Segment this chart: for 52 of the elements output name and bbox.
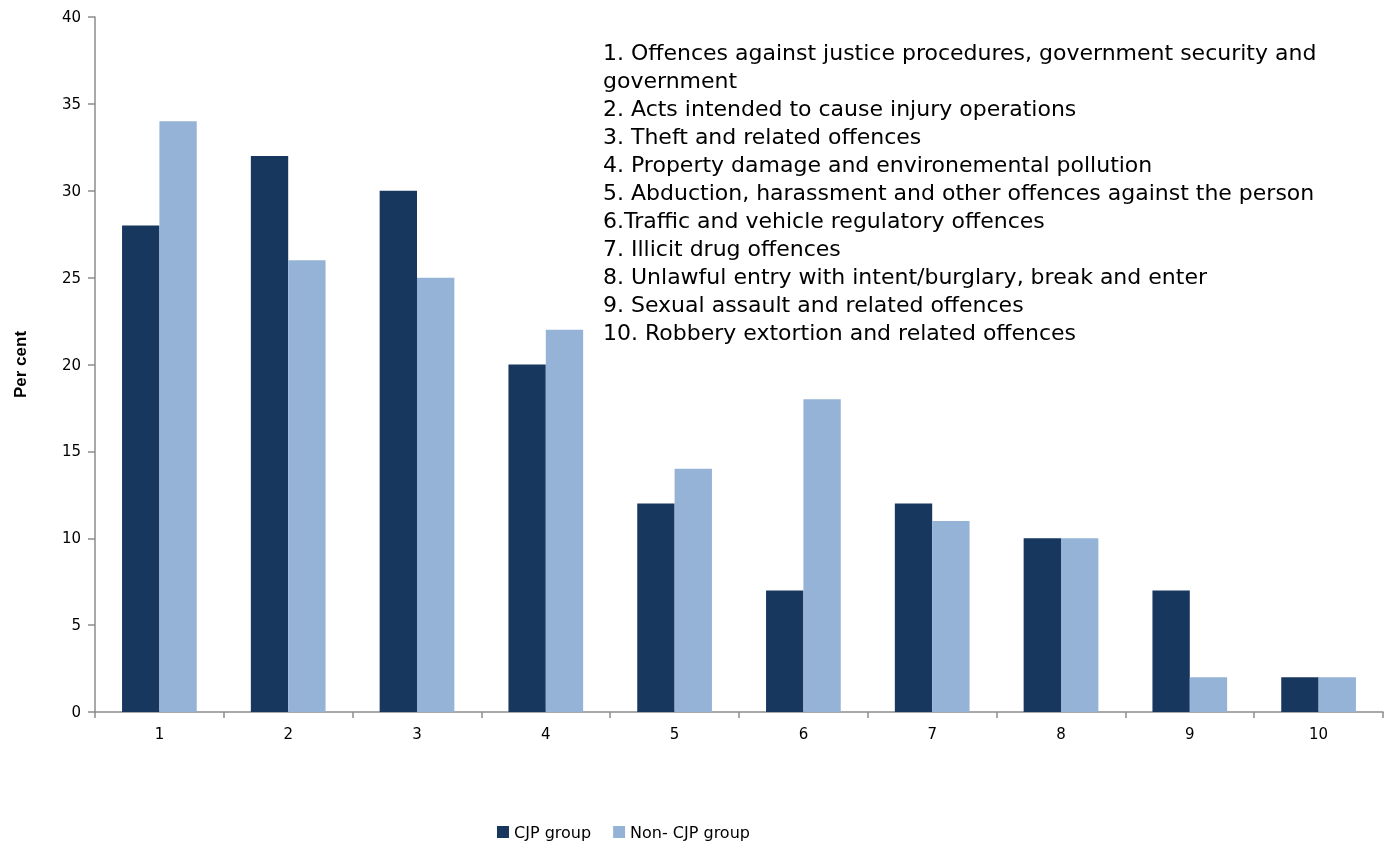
legend-label: CJP group <box>514 822 592 842</box>
annotation: 8. Unlawful entry with intent/burglary, break and enter <box>603 263 1208 289</box>
bar <box>508 364 546 712</box>
annotation: 7. Illicit drug offences <box>603 235 841 261</box>
bar <box>674 468 712 712</box>
annotation: 1. Offences against justice procedures, government security and government <box>603 39 1324 93</box>
bar <box>803 399 841 712</box>
bar <box>1281 677 1319 712</box>
bar <box>894 503 933 712</box>
x-tick-label: 2 <box>283 724 293 743</box>
bar <box>1152 590 1190 712</box>
annotation: 4. Property damage and environemental pollution <box>603 151 1153 177</box>
x-tick-label: 5 <box>669 724 680 743</box>
bar <box>288 260 326 712</box>
bar <box>1318 677 1356 712</box>
y-tick-label: 30 <box>61 181 81 200</box>
x-tick-label: 8 <box>1056 724 1066 743</box>
x-tick-label: 3 <box>412 724 422 743</box>
bar <box>1189 677 1228 712</box>
annotation: 5. Abduction, harassment and other offences against the person <box>603 179 1315 205</box>
x-tick-label: 7 <box>927 724 937 743</box>
y-tick-label: 10 <box>61 529 81 548</box>
x-tick-label: 10 <box>1309 724 1329 743</box>
y-tick-label: 35 <box>61 94 81 113</box>
bar <box>379 190 417 712</box>
y-tick-label: 25 <box>61 268 81 287</box>
bar <box>417 277 455 712</box>
annotation: 9. Sexual assault and related offences <box>603 291 1024 317</box>
annotation: 10. Robbery extortion and related offences <box>603 319 1077 345</box>
annotation: 3. Theft and related offences <box>603 123 922 149</box>
y-tick-label: 0 <box>71 703 81 721</box>
bar <box>250 156 289 712</box>
bar <box>766 590 804 712</box>
x-tick-label: 9 <box>1185 724 1195 743</box>
x-tick-label: 1 <box>154 724 165 743</box>
y-tick-label: 20 <box>61 355 81 374</box>
bar <box>932 520 970 712</box>
bar <box>159 121 197 712</box>
annotation: 6.Traffic and vehicle regulatory offences <box>603 207 1045 233</box>
y-tick-label: 5 <box>71 616 81 635</box>
legend-label: Non- CJP group <box>630 822 750 842</box>
bar <box>122 225 160 712</box>
bar <box>545 329 584 712</box>
x-tick-label: 4 <box>541 724 551 743</box>
bar <box>1061 538 1099 712</box>
x-tick-label: 6 <box>798 724 809 743</box>
bar <box>1023 538 1061 712</box>
y-tick-label: 15 <box>61 442 81 461</box>
y-axis-title: Per cent <box>11 330 30 399</box>
y-tick-label: 40 <box>61 8 81 26</box>
annotation: 2. Acts intended to cause injury operations <box>603 95 1077 121</box>
bar <box>637 503 675 712</box>
